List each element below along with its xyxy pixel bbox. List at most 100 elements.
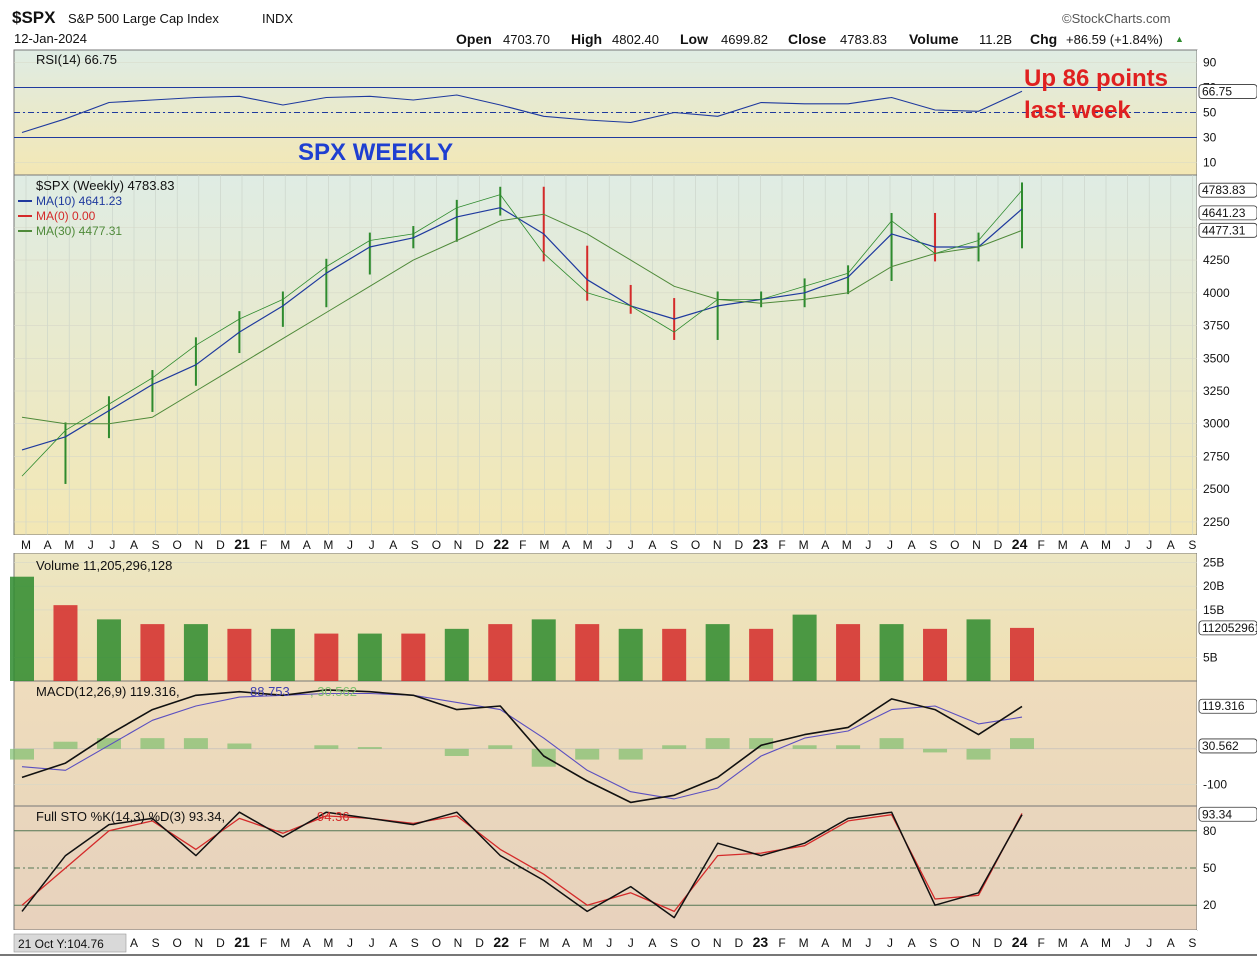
x-tick-label: D	[216, 538, 225, 552]
chg-value: +86.59 (+1.84%)	[1066, 32, 1163, 47]
bottom-x-tick-label: A	[821, 936, 829, 950]
price-value-label-box	[1198, 182, 1257, 198]
ma10-legend: MA(10) 4641.23	[36, 194, 122, 208]
price-y-tick: 4250	[1203, 253, 1230, 267]
annotation-note-line1: Up 86 points	[1024, 65, 1168, 92]
x-tick-label: O	[691, 538, 700, 552]
bottom-x-tick-label: J	[1146, 936, 1152, 950]
x-tick-label: F	[260, 538, 267, 552]
price-legend: $SPX (Weekly) 4783.83	[36, 178, 175, 193]
x-tick-label: M	[842, 538, 852, 552]
volume-y-tick: 25B	[1203, 555, 1224, 569]
volume-label: Volume	[909, 31, 959, 47]
x-tick-label: M	[799, 538, 809, 552]
x-tick-label: N	[972, 538, 981, 552]
volume-value-label: 11205296128	[1202, 621, 1257, 635]
x-tick-label: J	[369, 538, 375, 552]
x-tick-label: J	[109, 538, 115, 552]
macd-value-label: 119.316	[1202, 699, 1245, 713]
volume-bar	[1010, 627, 1034, 681]
chart-header: $SPX S&P 500 Large Cap Index INDX 12-Jan…	[0, 0, 1257, 50]
bottom-x-tick-label: A	[1080, 936, 1088, 950]
bottom-x-tick-label: M	[280, 936, 290, 950]
x-tick-label: M	[1058, 538, 1068, 552]
macd-histogram-bar	[705, 738, 730, 749]
rsi-y-tick: 30	[1203, 131, 1217, 145]
x-tick-label: D	[734, 538, 743, 552]
bottom-x-tick-label: A	[389, 936, 397, 950]
x-tick-label: 22	[493, 536, 509, 552]
x-tick-label: M	[1101, 538, 1111, 552]
bottom-x-tick-label: N	[194, 936, 203, 950]
annotation-title: SPX WEEKLY	[298, 139, 453, 166]
macd-histogram-bar	[1010, 738, 1034, 749]
volume-bar	[96, 619, 121, 681]
bottom-x-tick-label: 23	[753, 934, 769, 950]
price-y-tick: 2750	[1203, 449, 1230, 463]
ma30-value-label: 4477.31	[1202, 223, 1246, 237]
x-tick-label: A	[908, 538, 916, 552]
volume-bar	[140, 624, 165, 681]
macd-histogram-bar	[531, 748, 556, 767]
ma30-legend: MA(30) 4477.31	[36, 224, 122, 238]
bottom-x-tick-label: A	[1167, 936, 1175, 950]
bottom-x-axis-strip	[0, 930, 1197, 954]
bottom-x-tick-label: N	[454, 936, 463, 950]
ma0-legend: MA(0) 0.00	[36, 209, 96, 223]
bottom-x-tick-label: D	[216, 936, 225, 950]
bottom-x-tick-label: J	[606, 936, 612, 950]
sto-legend: Full STO %K(14,3) %D(3) 93.34,	[36, 809, 225, 824]
x-tick-label: N	[713, 538, 722, 552]
volume-bar	[357, 633, 382, 681]
symbol: $SPX	[12, 8, 56, 27]
bottom-x-tick-label: D	[734, 936, 743, 950]
rsi-y-tick: 50	[1203, 106, 1217, 120]
x-tick-label: F	[1038, 538, 1045, 552]
bottom-x-tick-label: J	[865, 936, 871, 950]
macd-histogram-bar	[836, 745, 861, 749]
x-tick-label: N	[194, 538, 203, 552]
macd-legend: MACD(12,26,9) 119.316,	[36, 684, 180, 699]
up-arrow-icon: ▲	[1175, 34, 1184, 44]
x-tick-label: J	[347, 538, 353, 552]
sto-y-tick: 20	[1203, 898, 1217, 912]
macd-histogram-bar	[183, 738, 208, 749]
macd-histogram-bar	[53, 741, 78, 749]
annotation-note-line2: last week	[1024, 97, 1131, 124]
bottom-x-tick-label: M	[1058, 936, 1068, 950]
bottom-x-tick-label: M	[842, 936, 852, 950]
x-tick-label: D	[475, 538, 484, 552]
bottom-x-tick-label: O	[173, 936, 182, 950]
high-label: High	[571, 31, 603, 47]
ma30-line	[21, 213, 1023, 425]
exchange: INDX	[262, 11, 294, 26]
bottom-x-tick-label: 21	[234, 934, 250, 950]
rsi-y-tick: 10	[1203, 156, 1217, 170]
macd-histogram-bar	[749, 738, 774, 749]
sto-d-line	[21, 813, 1023, 913]
bottom-x-tick-label: O	[950, 936, 959, 950]
rsi-legend: RSI(14) 66.75	[36, 52, 117, 67]
bottom-x-tick-label: 24	[1012, 934, 1028, 950]
price-y-tick: 3500	[1203, 351, 1230, 365]
volume-bar	[488, 624, 513, 681]
sto-value-label: 93.34	[1202, 807, 1232, 821]
macd-histogram-bar	[488, 745, 513, 749]
bottom-x-tick-label: N	[713, 936, 722, 950]
x-tick-label: M	[323, 538, 333, 552]
volume-y-tick: 5B	[1203, 650, 1218, 664]
bottom-x-tick-label: F	[1038, 936, 1045, 950]
x-tick-label: S	[411, 538, 419, 552]
x-tick-label: M	[64, 538, 74, 552]
bottom-x-tick-label: M	[539, 936, 549, 950]
bottom-x-tick-label: S	[152, 936, 160, 950]
bottom-x-tick-label: F	[260, 936, 267, 950]
volume-bar	[966, 619, 991, 681]
x-tick-label: J	[606, 538, 612, 552]
x-tick-label: 21	[234, 536, 250, 552]
rsi-line	[21, 90, 1023, 134]
sto-y-tick: 80	[1203, 824, 1217, 838]
price-line	[21, 190, 1023, 477]
macd-line	[21, 689, 1023, 804]
